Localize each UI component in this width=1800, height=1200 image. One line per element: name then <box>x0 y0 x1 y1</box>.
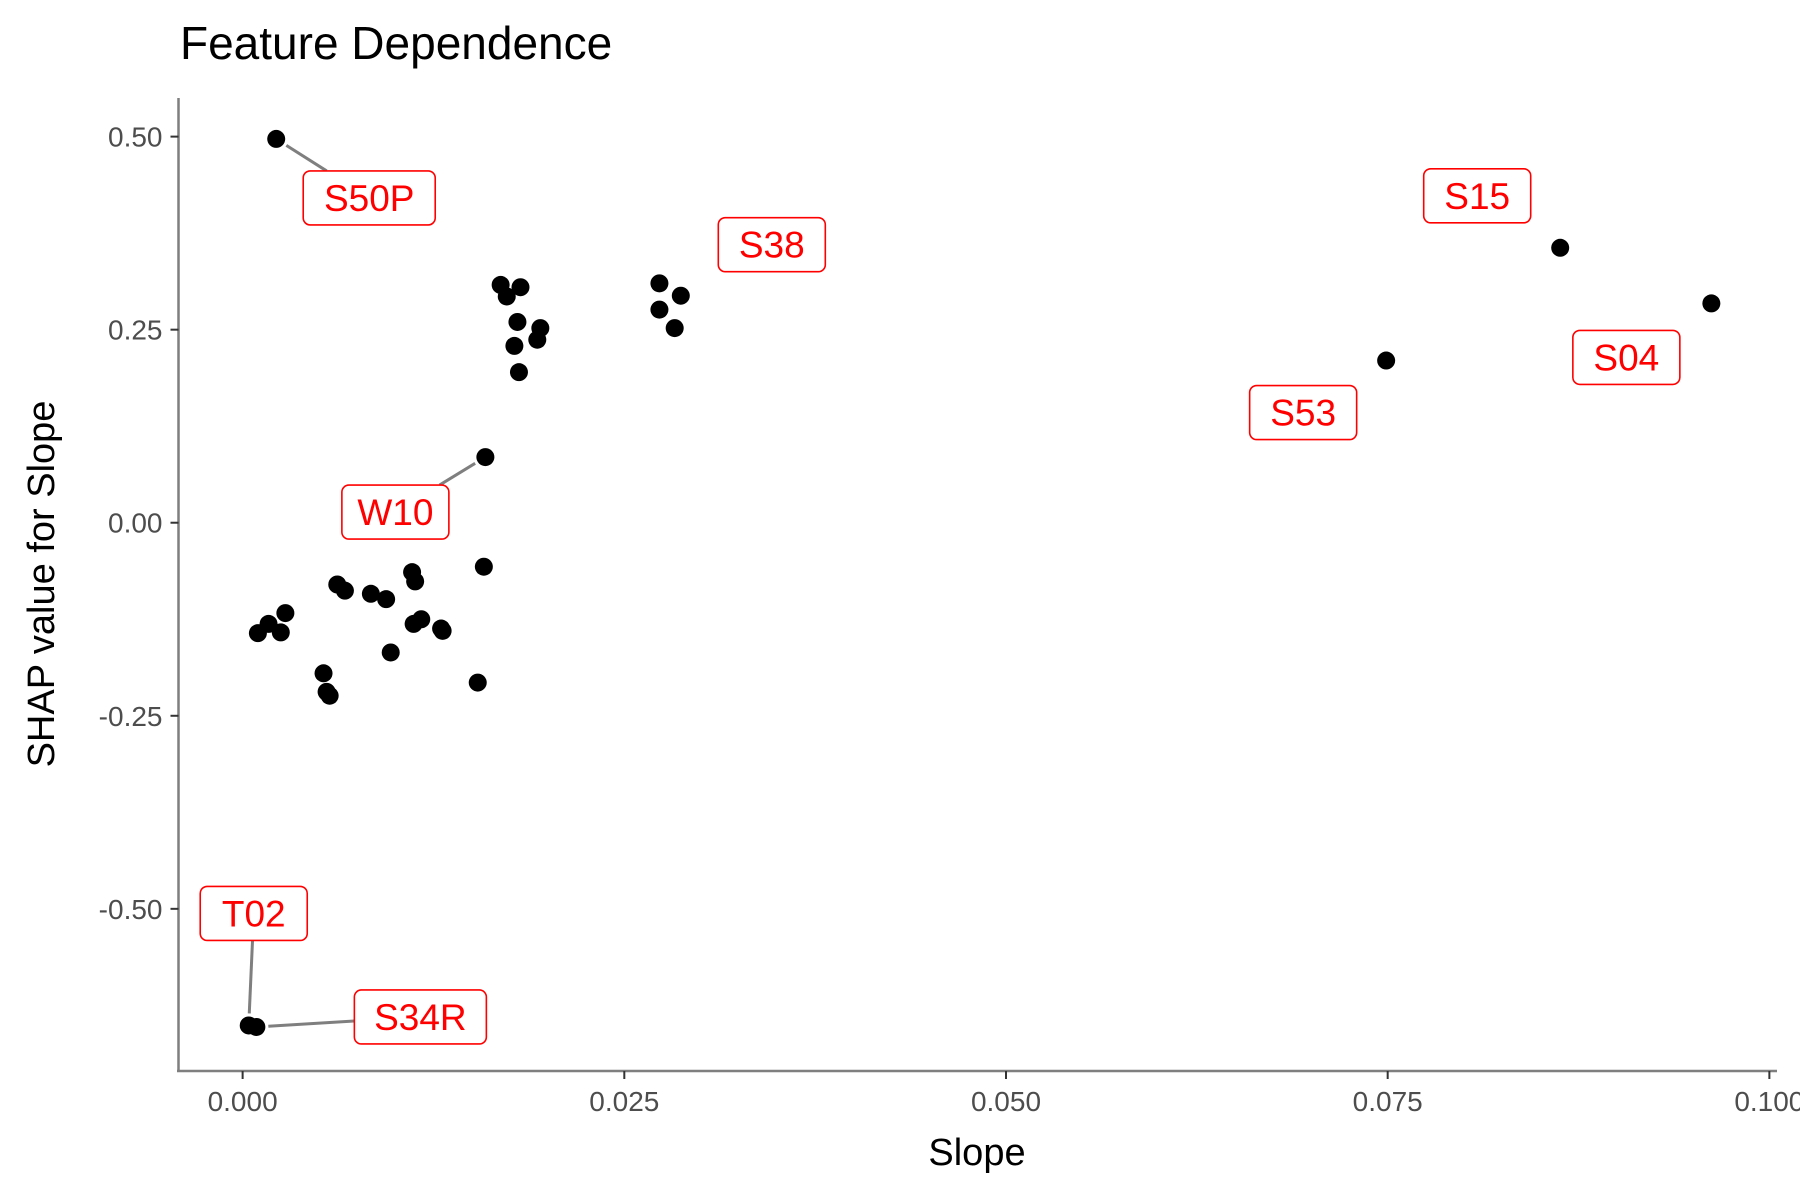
point-label-s38: S38 <box>717 216 827 273</box>
y-axis-ticks: 0.50 0.25 0.00 -0.25 -0.50 <box>99 122 179 925</box>
annotation-leader <box>285 144 328 173</box>
x-axis-title: Slope <box>928 1132 1025 1174</box>
data-point <box>1551 238 1570 257</box>
point-label-s53: S53 <box>1248 384 1358 441</box>
data-point <box>509 363 528 382</box>
data-point <box>528 330 547 349</box>
data-point <box>474 557 493 576</box>
y-tick-label: 0.50 <box>108 122 163 153</box>
y-tick-label: -0.50 <box>99 894 163 925</box>
chart-title: Feature Dependence <box>180 17 612 69</box>
data-point <box>267 129 286 148</box>
data-point <box>671 286 690 305</box>
data-point <box>665 319 684 338</box>
label-text: T02 <box>222 893 286 934</box>
data-point <box>476 448 495 467</box>
data-point <box>248 624 267 643</box>
y-tick-label: 0.00 <box>108 508 163 539</box>
data-point <box>468 673 487 692</box>
data-point <box>433 621 452 640</box>
data-point <box>511 278 530 297</box>
label-text: S53 <box>1270 393 1336 434</box>
label-box <box>1572 329 1681 386</box>
data-point <box>276 604 295 623</box>
x-tick-label: 0.100 <box>1734 1086 1800 1117</box>
data-point <box>505 336 524 355</box>
annotation-leader <box>247 940 255 1014</box>
label-text: S50P <box>324 178 415 219</box>
data-point <box>361 584 380 603</box>
data-points <box>239 129 1721 1036</box>
data-point <box>247 1017 266 1036</box>
y-tick-label: 0.25 <box>108 315 163 346</box>
y-tick-label: -0.25 <box>99 701 163 732</box>
x-tick-label: 0.050 <box>971 1086 1041 1117</box>
label-box <box>1248 384 1358 441</box>
point-label-w10: W10 <box>341 484 450 540</box>
label-box <box>199 885 309 942</box>
data-point <box>314 664 333 683</box>
annotation-leader <box>268 1019 355 1028</box>
label-text: S15 <box>1444 176 1510 217</box>
x-tick-label: 0.075 <box>1353 1086 1423 1117</box>
label-text: S34R <box>374 997 467 1038</box>
point-labels: S50P S38 W10 T02 S34R S53 S15 S04 <box>199 168 1681 1045</box>
point-label-s15: S15 <box>1422 168 1532 224</box>
label-box <box>1422 168 1532 224</box>
data-point <box>377 590 396 609</box>
point-label-t02: T02 <box>199 885 309 942</box>
data-point <box>650 274 669 293</box>
x-tick-label: 0.025 <box>589 1086 659 1117</box>
label-text: S04 <box>1593 337 1659 378</box>
label-text: S38 <box>739 225 805 266</box>
data-point <box>1377 351 1396 370</box>
data-point <box>1702 294 1721 313</box>
data-point <box>320 686 339 705</box>
x-axis-ticks: 0.000 0.025 0.050 0.075 0.100 <box>208 1071 1800 1117</box>
label-box <box>302 170 437 226</box>
data-point <box>271 623 290 642</box>
data-point <box>335 581 354 600</box>
label-box <box>717 216 827 273</box>
data-point <box>650 300 669 319</box>
data-point <box>508 312 527 331</box>
data-point <box>406 572 425 591</box>
annotation-leaders <box>247 144 476 1028</box>
x-tick-label: 0.000 <box>208 1086 278 1117</box>
label-box <box>353 989 488 1045</box>
data-point <box>497 287 516 306</box>
data-point <box>381 643 400 662</box>
plot-area: S50P S38 W10 T02 S34R S53 S15 S04 <box>199 129 1721 1045</box>
data-point <box>404 614 423 633</box>
point-label-s34r: S34R <box>353 989 488 1045</box>
point-label-s04: S04 <box>1572 329 1681 386</box>
label-text: W10 <box>357 492 433 533</box>
point-label-s50p: S50P <box>302 170 437 226</box>
y-axis-title: SHAP value for Slope <box>21 401 63 768</box>
annotation-leader <box>438 462 476 487</box>
label-box <box>341 484 450 540</box>
